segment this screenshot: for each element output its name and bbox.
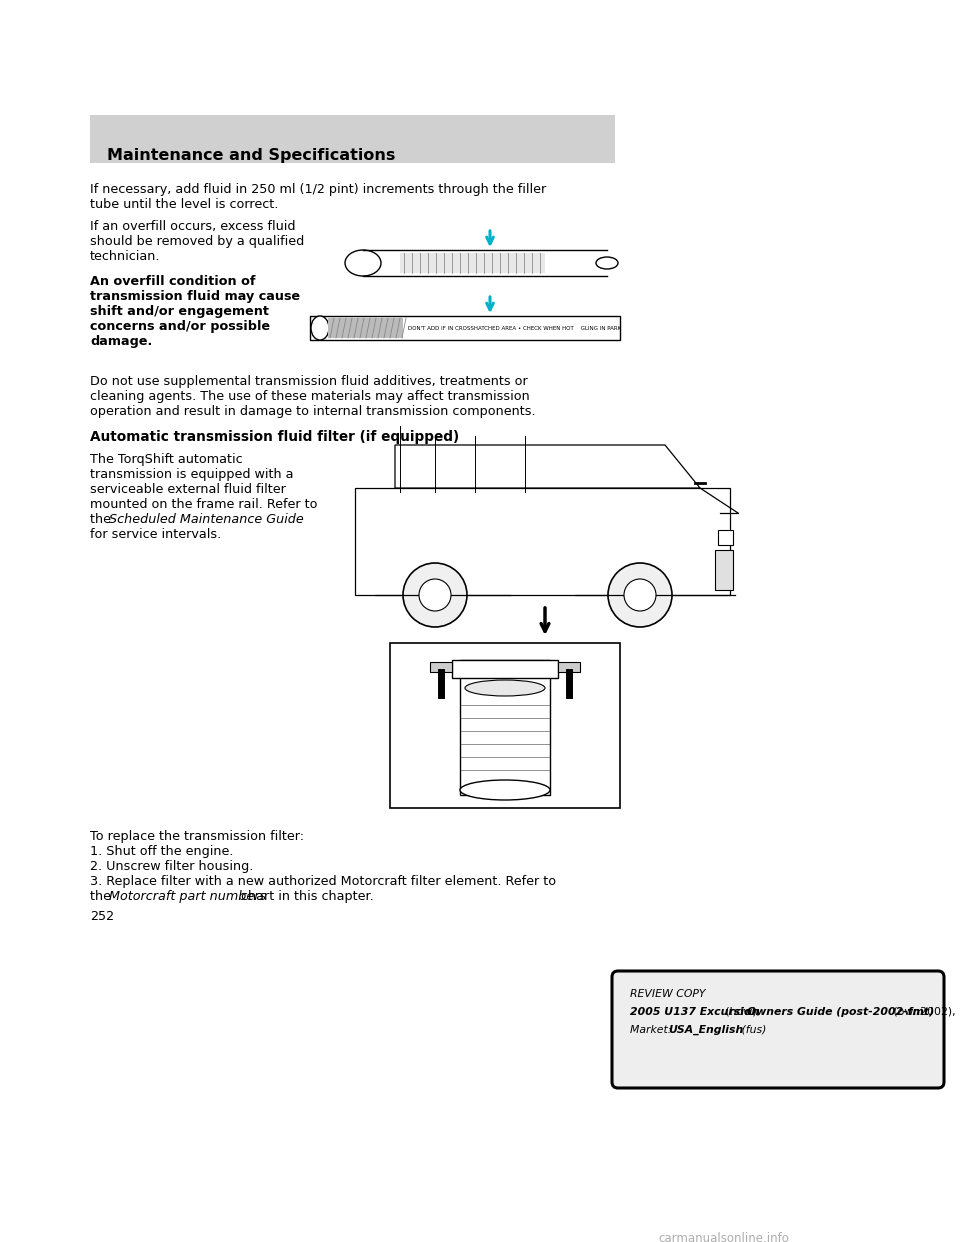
Text: transmission is equipped with a: transmission is equipped with a	[90, 468, 294, 481]
Text: Market:: Market:	[630, 1025, 679, 1035]
Text: cleaning agents. The use of these materials may affect transmission: cleaning agents. The use of these materi…	[90, 390, 530, 402]
Text: 3. Replace filter with a new authorized Motorcraft filter element. Refer to: 3. Replace filter with a new authorized …	[90, 876, 556, 888]
Polygon shape	[395, 445, 700, 488]
Text: Automatic transmission fluid filter (if equipped): Automatic transmission fluid filter (if …	[90, 430, 459, 443]
Text: USA_English: USA_English	[668, 1025, 743, 1036]
Ellipse shape	[596, 257, 618, 270]
Text: mounted on the frame rail. Refer to: mounted on the frame rail. Refer to	[90, 498, 318, 510]
Text: technician.: technician.	[90, 250, 160, 263]
Text: shift and/or engagement: shift and/or engagement	[90, 306, 269, 318]
Text: (fus): (fus)	[738, 1025, 766, 1035]
Bar	[90, 116, 615, 163]
Text: The TorqShift automatic: The TorqShift automatic	[90, 453, 243, 466]
FancyBboxPatch shape	[612, 971, 944, 1088]
Text: 1. Shut off the engine.: 1. Shut off the engine.	[90, 845, 233, 858]
Ellipse shape	[345, 250, 381, 276]
Bar	[355, 488, 730, 595]
Bar	[400, 253, 545, 273]
Text: (own2002),: (own2002),	[890, 1007, 955, 1017]
Text: operation and result in damage to internal transmission components.: operation and result in damage to intern…	[90, 405, 536, 419]
Bar	[430, 662, 452, 672]
Text: Do not use supplemental transmission fluid additives, treatments or: Do not use supplemental transmission flu…	[90, 375, 528, 388]
Text: concerns and/or possible: concerns and/or possible	[90, 320, 270, 333]
Circle shape	[624, 579, 656, 611]
Text: (hdw),: (hdw),	[722, 1007, 763, 1017]
Bar	[363, 250, 607, 276]
Circle shape	[608, 563, 672, 627]
Bar	[310, 315, 620, 340]
Text: for service intervals.: for service intervals.	[90, 528, 221, 542]
Text: If an overfill occurs, excess fluid: If an overfill occurs, excess fluid	[90, 220, 296, 233]
Text: 252: 252	[90, 910, 114, 923]
Text: damage.: damage.	[90, 335, 153, 348]
Text: DON'T ADD IF IN CROSSHATCHED AREA • CHECK WHEN HOT    GLING IN PARK: DON'T ADD IF IN CROSSHATCHED AREA • CHEC…	[408, 325, 621, 330]
Text: REVIEW COPY: REVIEW COPY	[630, 989, 706, 999]
Bar	[558, 662, 580, 672]
Text: serviceable external fluid filter: serviceable external fluid filter	[90, 483, 286, 496]
Bar	[452, 660, 558, 678]
Text: To replace the transmission filter:: To replace the transmission filter:	[90, 830, 304, 843]
Circle shape	[419, 579, 451, 611]
Bar	[460, 660, 550, 795]
Bar	[328, 318, 403, 338]
Text: Motorcraft part numbers: Motorcraft part numbers	[109, 891, 266, 903]
Text: 2. Unscrew filter housing.: 2. Unscrew filter housing.	[90, 859, 253, 873]
Text: Owners Guide (post-2002-fmt): Owners Guide (post-2002-fmt)	[747, 1007, 934, 1017]
Text: carmanualsonline.info: carmanualsonline.info	[658, 1232, 789, 1242]
Bar	[718, 530, 733, 545]
Ellipse shape	[465, 681, 545, 696]
Text: An overfill condition of: An overfill condition of	[90, 274, 255, 288]
Text: chart in this chapter.: chart in this chapter.	[237, 891, 373, 903]
Text: 2005 U137 Excursion: 2005 U137 Excursion	[630, 1007, 759, 1017]
Text: Maintenance and Specifications: Maintenance and Specifications	[107, 148, 396, 163]
Ellipse shape	[311, 315, 329, 340]
Text: the: the	[90, 513, 115, 527]
Bar	[715, 550, 733, 590]
Bar	[390, 643, 620, 809]
Circle shape	[403, 563, 467, 627]
Ellipse shape	[460, 780, 550, 800]
Text: Scheduled Maintenance Guide: Scheduled Maintenance Guide	[109, 513, 303, 527]
Text: should be removed by a qualified: should be removed by a qualified	[90, 235, 304, 248]
Text: If necessary, add fluid in 250 ml (1/2 pint) increments through the filler
tube : If necessary, add fluid in 250 ml (1/2 p…	[90, 183, 546, 211]
Text: the: the	[90, 891, 115, 903]
Text: transmission fluid may cause: transmission fluid may cause	[90, 289, 300, 303]
